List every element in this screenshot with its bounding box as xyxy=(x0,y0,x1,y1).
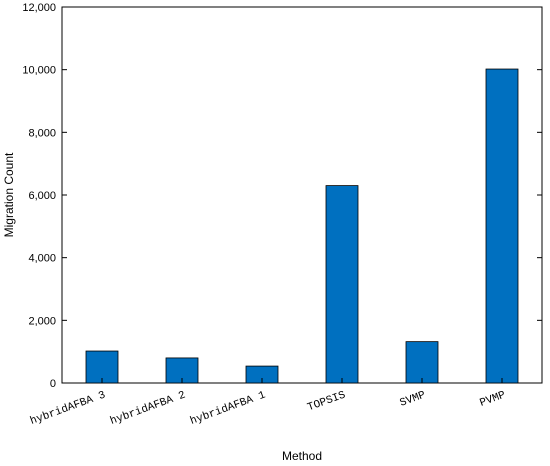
bar-hybridafba-3 xyxy=(85,350,119,384)
y-tick-label: 12,000 xyxy=(22,2,56,14)
y-tick-label: 8,000 xyxy=(28,127,56,139)
bars-group xyxy=(85,68,519,384)
x-tick-label: hybridAFBA 2 xyxy=(109,389,188,427)
bar-topsis xyxy=(325,185,359,384)
y-tick-label: 2,000 xyxy=(28,315,56,327)
y-tick-label: 4,000 xyxy=(28,253,56,265)
plot-area xyxy=(61,6,543,384)
x-tick-label: hybridAFBA 3 xyxy=(29,389,108,427)
x-axis-ticks: hybridAFBA 3 hybridAFBA 2 hybridAFBA 1 TOPS… xyxy=(29,378,508,428)
bar-pvmp xyxy=(485,68,519,384)
y-tick-label: 10,000 xyxy=(22,65,56,77)
x-tick-label: TOPSIS xyxy=(306,389,348,414)
x-tick-label: hybridAFBA 1 xyxy=(189,389,268,428)
x-axis-title: Method xyxy=(282,449,322,463)
y-axis-ticks: 0 2,000 4,000 6,000 8,000 10,000 12,000 xyxy=(22,2,542,390)
y-tick-label: 0 xyxy=(50,378,56,390)
y-tick-label: 6,000 xyxy=(28,190,56,202)
x-tick-label: PVMP xyxy=(478,389,507,409)
x-tick-label: SVMP xyxy=(398,389,427,409)
bar-svmp xyxy=(405,341,439,384)
y-axis-title: Migration Count xyxy=(2,152,16,237)
